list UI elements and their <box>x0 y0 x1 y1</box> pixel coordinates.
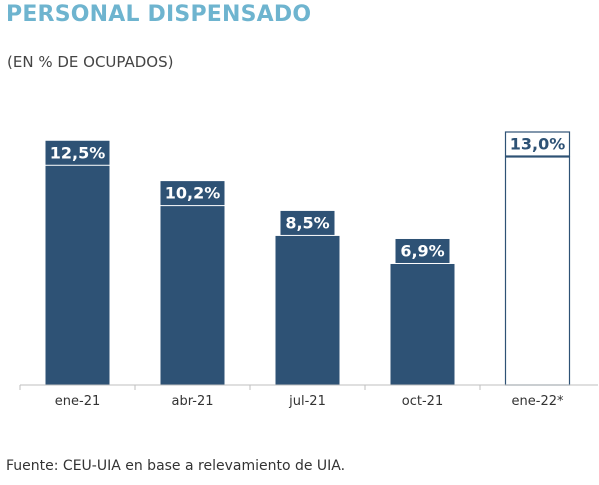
bar-abr-21 <box>160 206 225 385</box>
data-label-box <box>45 140 110 165</box>
source-note: Fuente: CEU-UIA en base a relevamiento d… <box>6 458 346 474</box>
data-label: 8,5% <box>285 213 329 232</box>
x-tick-label: ene-22* <box>512 394 564 409</box>
data-label: 6,9% <box>400 241 444 260</box>
bar-ene-22 <box>504 156 571 386</box>
bar-chart: 12,5% 10,2% 8,5% 6,9% 13,0% ene-21 abr-21 jul-… <box>19 131 598 409</box>
bar-oct-21 <box>390 263 455 385</box>
bar-group: 12,5% 10,2% 8,5% 6,9% 13,0% <box>45 131 571 386</box>
x-tick-label: oct-21 <box>402 394 443 409</box>
x-axis-ticks: ene-21 abr-21 jul-21 oct-21 ene-22* <box>19 385 564 409</box>
data-label: 13,0% <box>510 135 566 154</box>
bar-jul-21 <box>275 235 340 385</box>
data-label-box <box>280 210 335 235</box>
data-label-box <box>504 131 571 157</box>
chart-subtitle: (EN % DE OCUPADOS) <box>7 53 174 71</box>
data-label-box <box>395 238 450 263</box>
x-tick-label: ene-21 <box>55 394 100 409</box>
data-label: 12,5% <box>50 143 106 162</box>
chart-title: PERSONAL DISPENSADO <box>6 2 312 27</box>
data-label-box <box>160 181 225 206</box>
x-tick-label: abr-21 <box>172 394 214 409</box>
bar-ene-21 <box>45 165 110 385</box>
x-tick-label: jul-21 <box>288 394 326 409</box>
data-label: 10,2% <box>165 184 221 203</box>
